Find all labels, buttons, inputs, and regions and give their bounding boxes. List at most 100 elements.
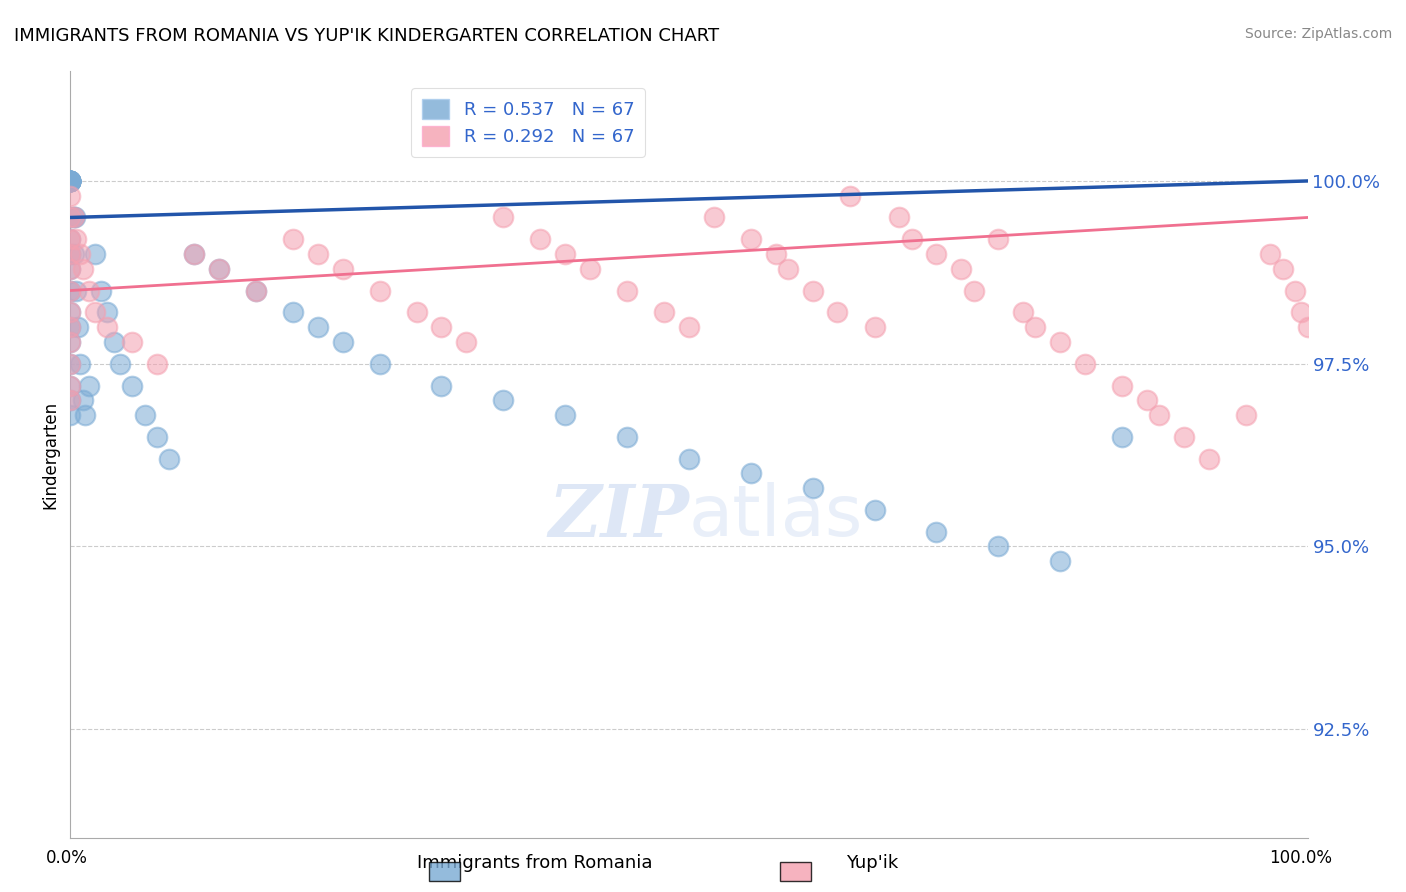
Text: 0.0%: 0.0%	[45, 849, 87, 867]
Point	[121, 378, 143, 392]
Point	[59, 211, 82, 225]
Point	[950, 261, 973, 276]
Point	[889, 211, 911, 225]
Point	[59, 357, 82, 371]
Point	[740, 466, 762, 480]
Point	[1049, 554, 1071, 568]
Point	[63, 211, 86, 225]
Point	[554, 408, 576, 422]
Point	[84, 247, 107, 261]
Point	[59, 247, 82, 261]
Point	[368, 357, 391, 371]
Point	[59, 378, 82, 392]
Point	[65, 232, 87, 246]
Point	[59, 174, 82, 188]
Point	[65, 211, 87, 225]
Point	[59, 174, 82, 188]
Point	[1074, 357, 1097, 371]
Point	[59, 174, 82, 188]
Point	[59, 284, 82, 298]
Y-axis label: Kindergarten: Kindergarten	[41, 401, 59, 509]
Point	[59, 174, 82, 188]
Point	[703, 211, 725, 225]
Point	[456, 334, 478, 349]
Legend: R = 0.537   N = 67, R = 0.292   N = 67: R = 0.537 N = 67, R = 0.292 N = 67	[411, 88, 645, 157]
Point	[1173, 430, 1195, 444]
Point	[59, 174, 82, 188]
Point	[281, 232, 304, 246]
Point	[103, 334, 125, 349]
Point	[740, 232, 762, 246]
Point	[492, 211, 515, 225]
Point	[183, 247, 205, 261]
Point	[1198, 451, 1220, 466]
Point	[59, 261, 82, 276]
Point	[1296, 320, 1319, 334]
Point	[1147, 408, 1170, 422]
Point	[245, 284, 267, 298]
Point	[987, 539, 1010, 553]
Point	[59, 188, 82, 202]
Point	[59, 174, 82, 188]
Point	[63, 247, 86, 261]
Point	[69, 247, 91, 261]
Point	[59, 320, 82, 334]
Point	[59, 284, 82, 298]
Point	[63, 211, 86, 225]
Point	[1271, 261, 1294, 276]
Point	[59, 408, 82, 422]
Point	[1234, 408, 1257, 422]
Point	[69, 357, 91, 371]
Point	[925, 247, 948, 261]
Point	[59, 320, 82, 334]
Point	[59, 174, 82, 188]
Point	[900, 232, 922, 246]
Point	[59, 174, 82, 188]
Point	[84, 305, 107, 319]
Point	[208, 261, 231, 276]
Point	[863, 502, 886, 516]
Point	[1024, 320, 1046, 334]
Point	[332, 261, 354, 276]
Point	[925, 524, 948, 539]
Point	[66, 320, 89, 334]
Text: Immigrants from Romania: Immigrants from Romania	[416, 855, 652, 872]
Point	[430, 378, 453, 392]
Text: IMMIGRANTS FROM ROMANIA VS YUP'IK KINDERGARTEN CORRELATION CHART: IMMIGRANTS FROM ROMANIA VS YUP'IK KINDER…	[14, 27, 720, 45]
Point	[59, 174, 82, 188]
Point	[801, 481, 824, 495]
Point	[59, 211, 82, 225]
Point	[616, 430, 638, 444]
Point	[59, 334, 82, 349]
Point	[59, 232, 82, 246]
Point	[1136, 393, 1159, 408]
Point	[962, 284, 984, 298]
Point	[405, 305, 427, 319]
Point	[59, 174, 82, 188]
Point	[59, 232, 82, 246]
Point	[59, 174, 82, 188]
Point	[134, 408, 156, 422]
Point	[678, 451, 700, 466]
Point	[59, 174, 82, 188]
Point	[59, 174, 82, 188]
Point	[59, 174, 82, 188]
Point	[96, 305, 118, 319]
Point	[1049, 334, 1071, 349]
Point	[579, 261, 602, 276]
Point	[108, 357, 131, 371]
Text: Source: ZipAtlas.com: Source: ZipAtlas.com	[1244, 27, 1392, 41]
Point	[838, 188, 860, 202]
Point	[1111, 378, 1133, 392]
Point	[332, 334, 354, 349]
Point	[652, 305, 675, 319]
Point	[77, 378, 100, 392]
Point	[72, 393, 94, 408]
Point	[529, 232, 551, 246]
Point	[776, 261, 799, 276]
Point	[765, 247, 787, 261]
Text: atlas: atlas	[689, 482, 863, 550]
Point	[368, 284, 391, 298]
Point	[208, 261, 231, 276]
Point	[1284, 284, 1306, 298]
